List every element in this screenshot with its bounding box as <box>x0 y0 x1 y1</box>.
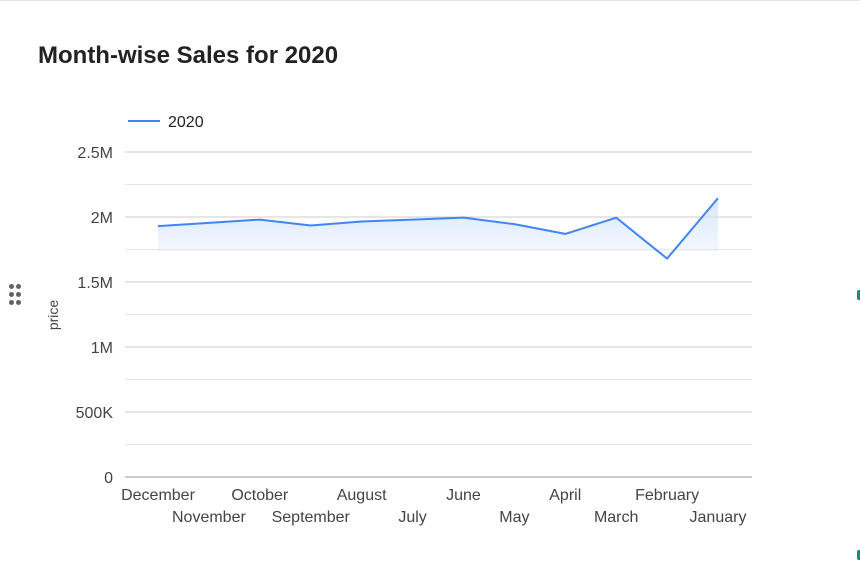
x-tick-label: May <box>499 509 529 526</box>
x-tick-label: October <box>231 487 289 504</box>
x-tick-label: January <box>690 509 747 526</box>
gridlines <box>125 151 752 445</box>
chart-title: Month-wise Sales for 2020 <box>38 42 339 69</box>
area-fill <box>158 198 718 259</box>
x-tick-label: July <box>398 509 426 526</box>
series-area-2020 <box>158 198 718 259</box>
legend: 2020 <box>128 114 204 131</box>
edge-marker <box>857 290 860 300</box>
x-tick-label: April <box>549 487 581 504</box>
y-tick-label: 2.5M <box>77 145 113 162</box>
x-tick-label: June <box>446 487 481 504</box>
edge-marker <box>857 550 860 560</box>
y-tick-label: 0 <box>104 470 113 487</box>
x-tick-label: August <box>337 487 387 504</box>
drag-handle-icon[interactable] <box>9 284 23 308</box>
y-axis-title: price <box>45 300 61 331</box>
x-tick-label: February <box>635 487 699 504</box>
y-tick-label: 1M <box>91 340 113 357</box>
x-tick-label: March <box>594 509 638 526</box>
y-tick-label: 2M <box>91 210 113 227</box>
legend-label-2020: 2020 <box>168 114 204 131</box>
x-tick-label: November <box>172 509 246 526</box>
series-lines <box>157 197 719 260</box>
axes: 0 500K 1M 1.5M 2M 2.5M December November October… <box>76 145 752 526</box>
top-border <box>0 0 860 1</box>
y-tick-label: 1.5M <box>77 275 113 292</box>
y-tick-label: 500K <box>76 405 114 422</box>
x-tick-label: December <box>121 487 195 504</box>
series-line-2020 <box>157 197 719 260</box>
x-tick-label: September <box>272 509 351 526</box>
